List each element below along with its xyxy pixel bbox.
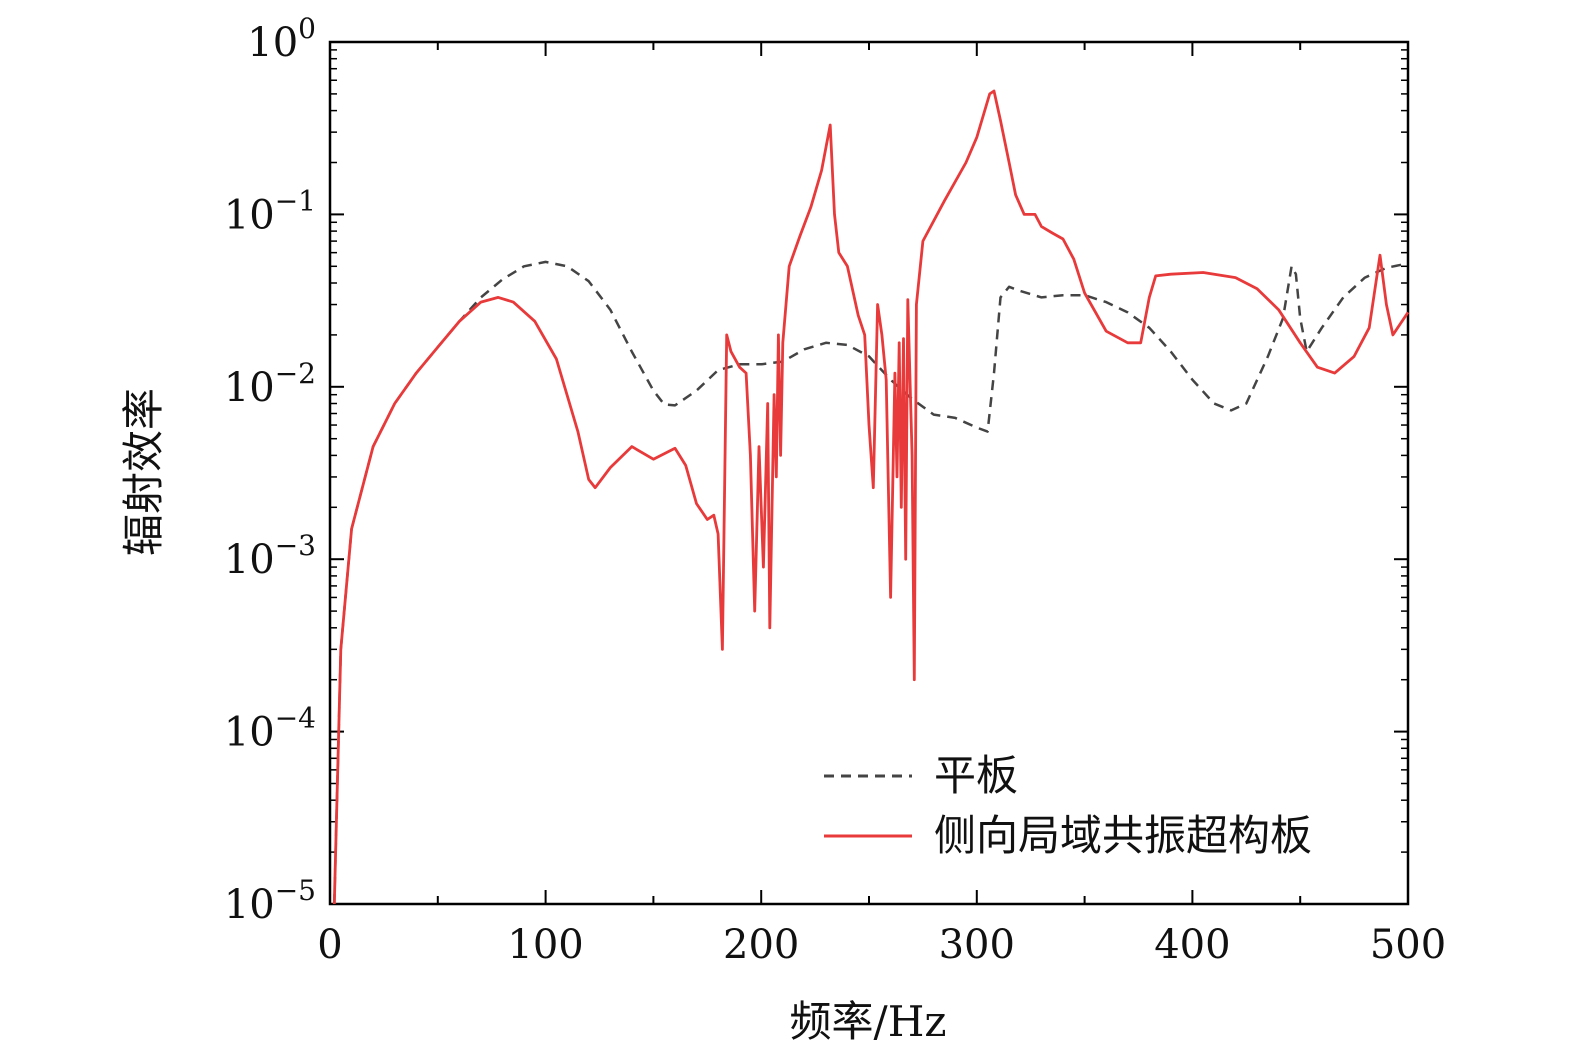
x-tick-label: 300 <box>939 922 1015 968</box>
x-tick-label: 500 <box>1370 922 1446 968</box>
y-axis-title: 辐射效率 <box>119 388 168 556</box>
legend-label-metaplate: 侧向局域共振超构板 <box>934 811 1312 860</box>
y-tick-label: 10−2 <box>224 357 316 411</box>
x-axis-title: 频率/Hz <box>790 997 947 1046</box>
y-tick-label: 100 <box>247 12 316 66</box>
legend: 平板 侧向局域共振超构板 <box>824 751 1312 860</box>
plot-frame <box>328 40 1410 906</box>
x-tick-label: 0 <box>317 922 342 968</box>
y-tick-label: 10−5 <box>224 874 316 928</box>
tick-layer: 0 100 200 300 400 500 100 10−1 10−2 10−3 10−4 10−5 <box>224 12 1446 968</box>
y-tick-label: 10−4 <box>224 702 316 756</box>
flat-plate-series-line <box>333 260 1409 905</box>
x-tick-label: 200 <box>723 922 799 968</box>
y-tick-label: 10−3 <box>224 529 316 583</box>
series-layer <box>332 89 1410 905</box>
x-tick-label: 400 <box>1154 922 1230 968</box>
y-tick-label: 10−1 <box>224 184 316 238</box>
metaplate-series-line <box>332 89 1410 905</box>
legend-label-flat-plate: 平板 <box>934 751 1018 800</box>
x-tick-label: 100 <box>507 922 583 968</box>
